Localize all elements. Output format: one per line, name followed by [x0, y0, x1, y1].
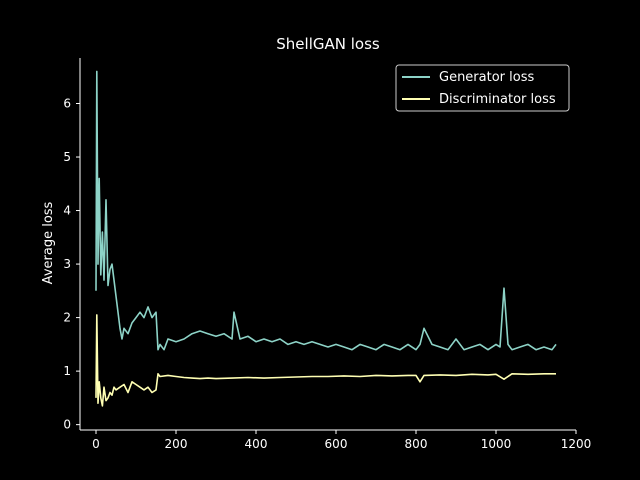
chart-title: ShellGAN loss [276, 35, 380, 53]
x-tick-label: 1000 [481, 437, 512, 451]
x-tick-label: 200 [165, 437, 188, 451]
x-tick-label: 0 [92, 437, 100, 451]
legend: Generator loss Discriminator loss [395, 64, 570, 112]
x-tick-label: 1200 [561, 437, 592, 451]
legend-label-0: Generator loss [439, 70, 534, 85]
y-tick-label: 3 [63, 257, 71, 271]
series-line-0 [95, 70, 557, 351]
legend-box [395, 64, 570, 112]
y-tick-label: 0 [63, 418, 71, 432]
y-axis-label: Average loss [41, 201, 56, 284]
y-tick-label: 6 [63, 96, 71, 110]
y-tick-label: 1 [63, 364, 71, 378]
y-tick-label: 4 [63, 204, 71, 218]
y-tick-label: 5 [63, 150, 71, 164]
x-tick-label: 800 [405, 437, 428, 451]
x-tick-label: 600 [325, 437, 348, 451]
y-tick-label: 2 [63, 311, 71, 325]
plot-area: 0 200 400 600 800 1000 1200 0 1 2 3 4 5 6 [63, 58, 591, 451]
series-line-1 [95, 314, 556, 407]
x-tick-label: 400 [245, 437, 268, 451]
legend-label-1: Discriminator loss [439, 92, 556, 107]
